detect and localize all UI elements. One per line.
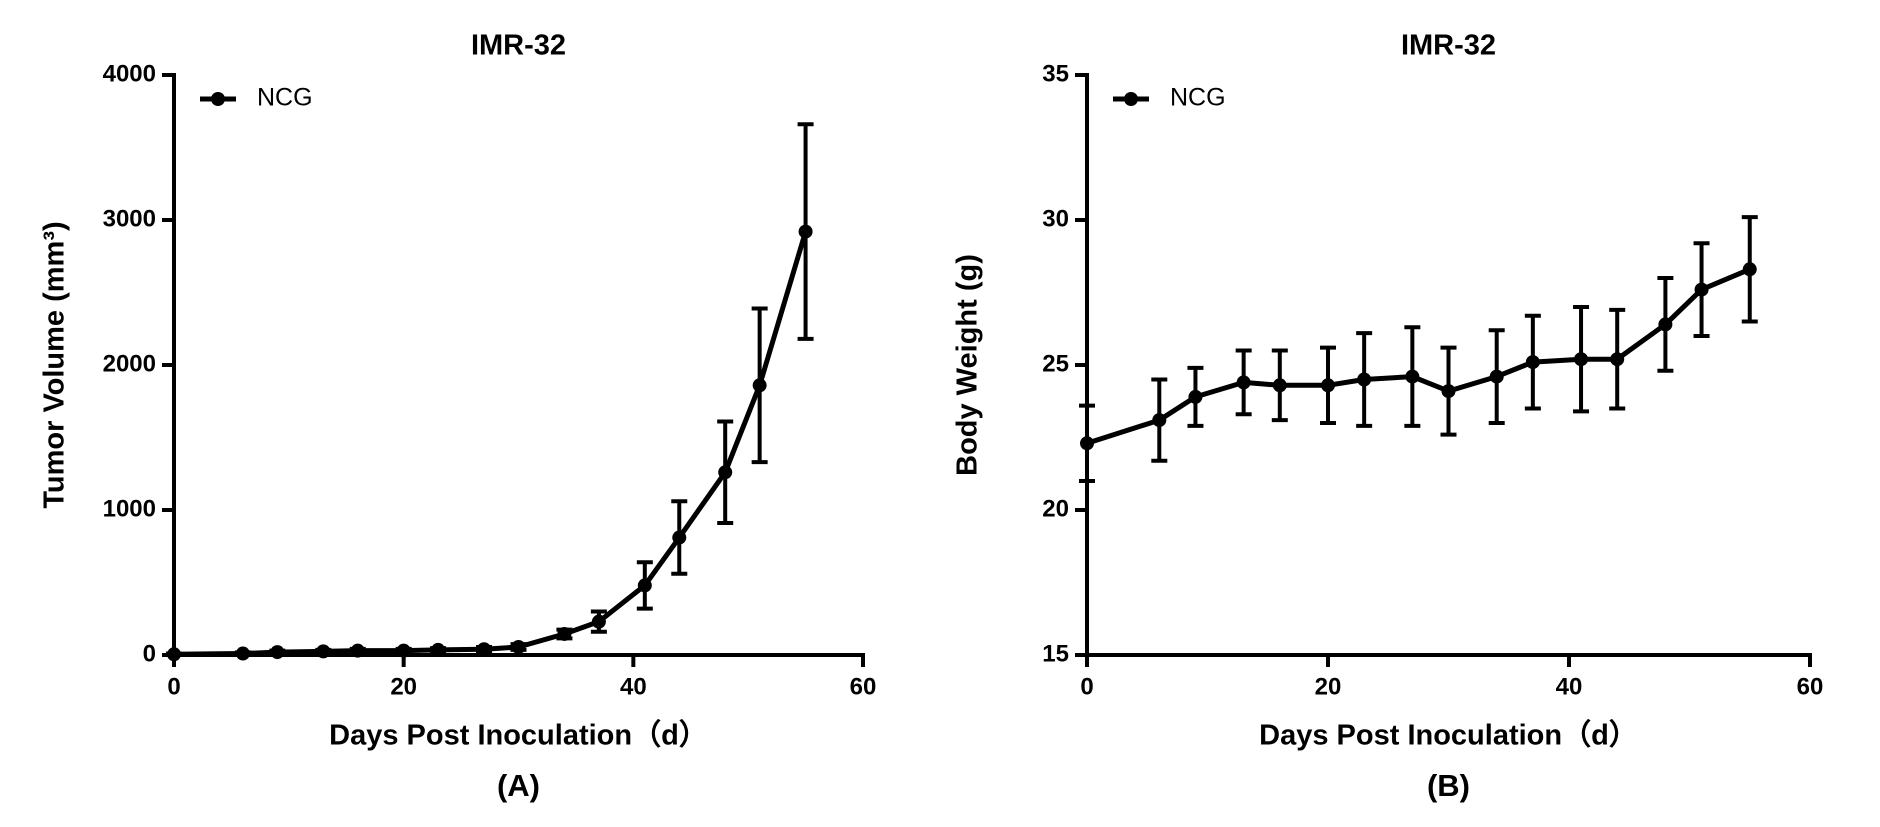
data-point: [477, 642, 492, 657]
x-axis-label: Days Post Inoculation（d）: [1259, 719, 1638, 752]
data-point: [1357, 372, 1372, 387]
x-tick-label: 40: [620, 673, 647, 700]
data-point: [1742, 262, 1757, 277]
data-point: [235, 646, 250, 661]
data-point: [1610, 352, 1625, 367]
panel-label: (A): [497, 768, 540, 803]
data-point: [396, 643, 411, 658]
chart-title: IMR-32: [471, 30, 566, 62]
y-tick-label: 1000: [103, 495, 156, 522]
data-point: [1441, 384, 1456, 399]
y-tick-label: 35: [1042, 60, 1069, 87]
y-axis-label: Body Weight (g): [952, 254, 984, 476]
data-point: [672, 530, 687, 545]
x-tick-label: 0: [1080, 673, 1093, 700]
x-tick-label: 60: [850, 673, 877, 700]
legend-label: NCG: [1170, 84, 1226, 112]
legend-label: NCG: [257, 84, 313, 112]
y-tick-label: 30: [1042, 205, 1069, 232]
data-point: [1272, 378, 1287, 393]
data-point: [1405, 369, 1420, 384]
data-point: [350, 643, 365, 658]
x-tick-label: 60: [1797, 673, 1824, 700]
data-point: [1152, 413, 1167, 428]
y-tick-label: 3000: [103, 205, 156, 232]
x-tick-label: 20: [390, 673, 417, 700]
chart-title: IMR-32: [1401, 30, 1496, 62]
data-point: [167, 647, 181, 662]
legend-marker: [211, 92, 225, 106]
data-point: [1188, 389, 1203, 404]
x-axis-label: Days Post Inoculation（d）: [329, 719, 708, 752]
data-point: [1658, 317, 1673, 332]
data-point: [637, 578, 652, 593]
data-point: [511, 640, 526, 655]
data-point: [1574, 352, 1589, 367]
data-point: [1236, 375, 1251, 390]
series-line: [1086, 266, 1751, 446]
data-point: [270, 645, 285, 660]
data-point: [1321, 378, 1335, 393]
data-point: [1489, 369, 1504, 384]
panel-label: (B): [1427, 768, 1470, 803]
x-tick-label: 0: [167, 673, 180, 700]
data-point: [591, 614, 606, 629]
y-tick-label: 4000: [103, 60, 156, 87]
y-tick-label: 15: [1042, 640, 1069, 667]
data-point: [1080, 436, 1094, 451]
y-tick-label: 0: [143, 640, 156, 667]
data-point: [431, 642, 446, 657]
data-point: [1525, 355, 1540, 370]
series-line: [173, 230, 808, 657]
x-tick-label: 20: [1315, 673, 1342, 700]
data-point: [798, 224, 813, 239]
y-axis-label: Tumor Volume (mm³): [39, 221, 71, 508]
data-point: [718, 465, 733, 480]
data-point: [1694, 282, 1709, 297]
data-point: [557, 626, 572, 641]
legend-marker: [1124, 92, 1138, 106]
y-tick-label: 2000: [103, 350, 156, 377]
y-tick-label: 20: [1042, 495, 1069, 522]
data-point: [752, 378, 767, 393]
data-point: [316, 644, 331, 659]
y-tick-label: 25: [1042, 350, 1069, 377]
x-tick-label: 40: [1556, 673, 1583, 700]
